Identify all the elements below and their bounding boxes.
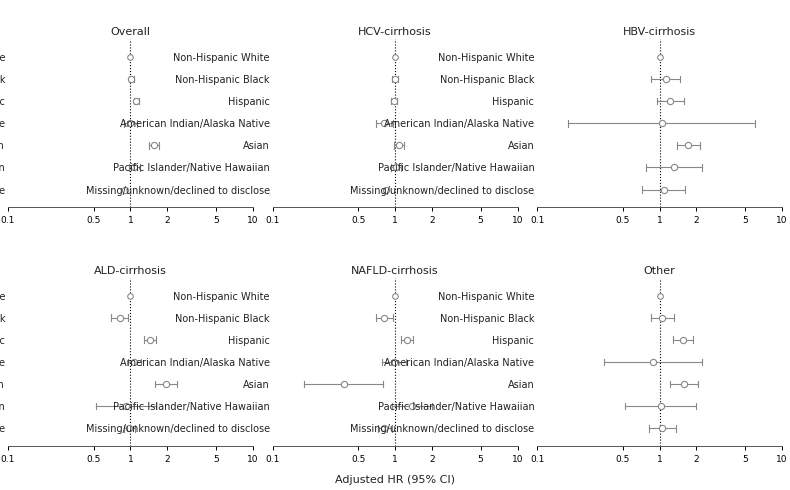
- Title: NAFLD-cirrhosis: NAFLD-cirrhosis: [352, 266, 438, 276]
- Title: Overall: Overall: [111, 27, 150, 37]
- Title: ALD-cirrhosis: ALD-cirrhosis: [94, 266, 167, 276]
- Title: Other: Other: [644, 266, 675, 276]
- Title: HBV-cirrhosis: HBV-cirrhosis: [623, 27, 696, 37]
- Title: HCV-cirrhosis: HCV-cirrhosis: [358, 27, 432, 37]
- Text: Adjusted HR (95% CI): Adjusted HR (95% CI): [335, 475, 455, 485]
